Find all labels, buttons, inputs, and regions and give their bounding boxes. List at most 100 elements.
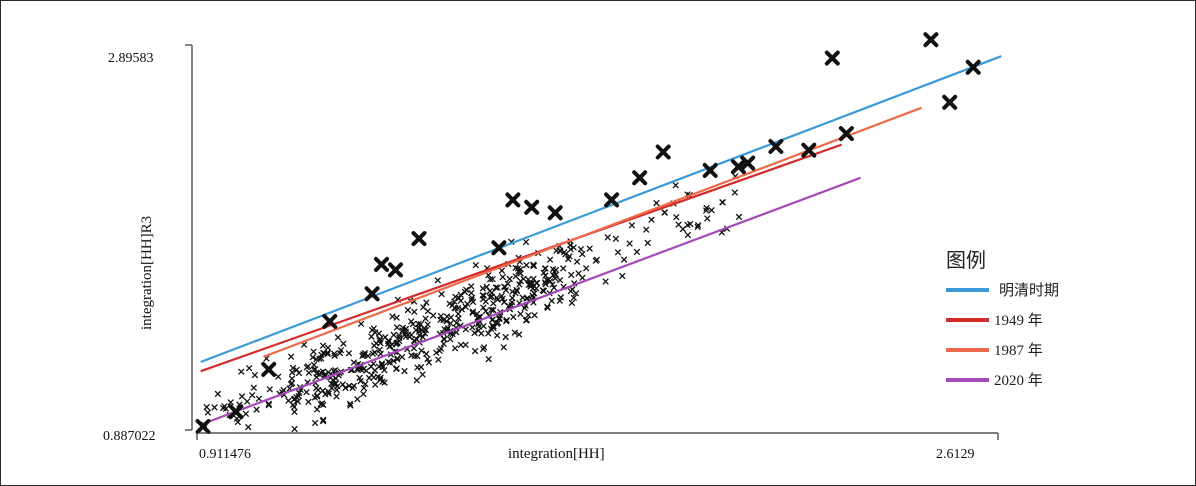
fit-lines-layer — [200, 55, 1002, 426]
small-point — [498, 267, 505, 274]
small-point — [251, 372, 258, 379]
small-point — [455, 295, 462, 302]
large-point — [655, 144, 671, 160]
small-point — [402, 325, 410, 332]
large-point — [374, 256, 389, 272]
y-axis-label: integration[HH]R3 — [139, 216, 155, 330]
small-point — [673, 214, 680, 221]
small-point — [533, 285, 540, 292]
small-point — [462, 326, 469, 333]
large-point — [923, 32, 939, 48]
small-point — [399, 327, 406, 334]
small-point — [370, 374, 377, 381]
small-point — [544, 303, 551, 310]
small-point — [513, 286, 520, 294]
small-point — [249, 392, 256, 399]
small-point — [245, 424, 252, 431]
small-point — [531, 312, 538, 319]
small-point — [369, 327, 376, 334]
small-point — [408, 331, 415, 339]
small-point — [211, 404, 218, 411]
small-point — [453, 319, 460, 327]
small-point — [570, 294, 577, 301]
small-point — [479, 285, 486, 292]
small-point — [420, 304, 427, 311]
small-point — [441, 326, 448, 333]
small-point — [684, 231, 691, 239]
large-point — [228, 404, 244, 420]
small-point — [309, 354, 316, 361]
small-point — [550, 266, 557, 273]
small-point — [516, 281, 523, 288]
large-point — [740, 155, 756, 171]
small-point — [489, 316, 496, 323]
small-point — [265, 400, 272, 407]
small-point — [424, 355, 431, 363]
small-point — [342, 384, 349, 392]
small-point — [478, 330, 485, 337]
small-point — [401, 368, 408, 375]
small-point — [480, 304, 487, 311]
small-point — [422, 327, 430, 334]
small-point — [481, 344, 488, 351]
small-point — [238, 393, 246, 400]
small-point — [393, 324, 401, 331]
small-point — [604, 234, 611, 241]
small-point — [313, 374, 320, 381]
small-point — [487, 276, 494, 283]
small-point — [340, 340, 347, 347]
small-point — [488, 325, 495, 332]
small-point — [541, 265, 549, 272]
small-point — [331, 350, 338, 357]
small-point — [360, 384, 367, 392]
small-point — [494, 332, 501, 339]
small-point — [386, 359, 393, 366]
legend-title: 图例 — [946, 248, 986, 272]
small-point — [423, 299, 430, 306]
small-point — [328, 380, 335, 387]
small-point — [244, 398, 251, 405]
small-point — [390, 331, 397, 338]
small-point — [316, 355, 323, 362]
small-point — [434, 277, 441, 284]
small-point — [496, 315, 503, 322]
small-point — [242, 410, 249, 417]
small-point — [320, 416, 327, 423]
small-point — [602, 278, 609, 285]
small-point — [592, 257, 599, 264]
small-point — [469, 324, 476, 331]
small-point — [295, 369, 303, 377]
small-point — [401, 331, 408, 338]
small-point — [346, 400, 354, 407]
small-point — [255, 395, 263, 402]
small-point — [291, 408, 298, 415]
small-point — [253, 406, 260, 413]
small-point — [452, 293, 459, 300]
small-point — [408, 318, 415, 325]
small-point — [653, 200, 660, 207]
large-point — [965, 59, 981, 75]
large-point — [524, 199, 540, 215]
small-point — [567, 246, 574, 253]
small-point — [452, 345, 459, 352]
small-point — [542, 281, 549, 288]
small-point — [396, 337, 403, 345]
small-point — [568, 299, 575, 306]
small-point — [586, 245, 593, 252]
small-point — [472, 262, 479, 269]
small-point — [568, 271, 575, 279]
legend-label-2: 1987 年 — [994, 342, 1043, 359]
small-point — [350, 359, 357, 366]
small-point — [550, 284, 558, 291]
large-point — [388, 262, 403, 278]
small-point — [517, 310, 524, 318]
legend: 图例 明清时期 1949 年 1987 年 2020 年 — [946, 248, 1059, 389]
small-point — [381, 367, 388, 374]
small-point — [503, 317, 510, 324]
small-point — [528, 281, 535, 288]
large-point — [768, 139, 784, 154]
small-point — [451, 298, 458, 305]
small-point — [369, 350, 376, 357]
small-point — [542, 272, 549, 279]
small-point — [499, 295, 506, 302]
